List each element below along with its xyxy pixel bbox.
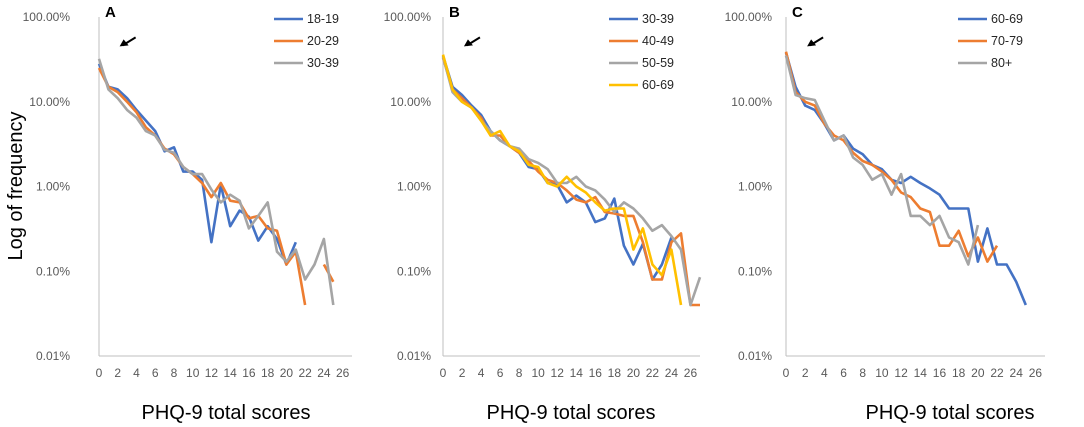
series-line-70-79 — [784, 51, 999, 263]
x-tick-label: 22 — [646, 366, 660, 380]
legend-label: 30-39 — [642, 12, 674, 26]
y-tick-label: 0.10% — [36, 264, 70, 278]
y-tick-label: 1.00% — [36, 180, 70, 194]
x-tick-label: 6 — [840, 366, 847, 380]
x-tick-label: 26 — [336, 366, 350, 380]
x-tick-label: 4 — [478, 366, 485, 380]
x-tick-label: 18 — [261, 366, 275, 380]
x-tick-label: 20 — [971, 366, 985, 380]
x-tick-label: 24 — [317, 366, 331, 380]
x-tick-label: 26 — [1029, 366, 1043, 380]
panel-b: 0.01%0.10%1.00%10.00%100.00%0 2 4 6 8 10 12 14 1… — [384, 4, 702, 424]
y-tick-label: 1.00% — [738, 180, 772, 194]
x-tick-label: 2 — [802, 366, 809, 380]
panel-letter: B — [449, 4, 460, 21]
x-tick-label: 26 — [684, 366, 698, 380]
x-tick-label: 4 — [821, 366, 828, 380]
x-tick-label: 22 — [990, 366, 1004, 380]
x-tick-label: 2 — [459, 366, 466, 380]
x-tick-label: 8 — [171, 366, 178, 380]
y-tick-label: 100.00% — [725, 10, 773, 24]
x-tick-label: 24 — [1010, 366, 1024, 380]
y-tick-label: 0.01% — [36, 349, 70, 363]
series-line-30-39 — [441, 55, 673, 281]
y-tick-label: 100.00% — [23, 10, 71, 24]
series-line-18-19 — [97, 63, 297, 266]
x-tick-label: 4 — [133, 366, 140, 380]
y-tick-label: 0.10% — [397, 264, 431, 278]
x-tick-label: 10 — [532, 366, 546, 380]
y-tick-label: 0.01% — [397, 349, 431, 363]
x-tick-label: 14 — [224, 366, 238, 380]
legend-label: 40-49 — [642, 34, 674, 48]
y-tick-label: 0.01% — [738, 349, 772, 363]
arrow-head — [119, 39, 129, 47]
x-tick-label: 8 — [859, 366, 866, 380]
x-tick-label: 6 — [497, 366, 504, 380]
panel-letter: A — [105, 4, 116, 21]
panel-a: 0.01%0.10%1.00%10.00%100.00%0 2 4 6 8 10 12 14 1… — [23, 4, 352, 424]
x-tick-label: 22 — [298, 366, 312, 380]
y-tick-label: 10.00% — [731, 95, 772, 109]
legend-label: 30-39 — [307, 56, 339, 70]
y-axis-title: Log of frequency — [5, 112, 27, 261]
legend-label: 18-19 — [307, 12, 339, 26]
series-line-20-29 — [97, 67, 307, 306]
legend-label: 60-69 — [991, 12, 1023, 26]
y-tick-label: 10.00% — [29, 95, 70, 109]
x-tick-label: 2 — [114, 366, 121, 380]
x-axis-title: PHQ-9 total scores — [487, 402, 656, 424]
y-tick-label: 10.00% — [390, 95, 431, 109]
legend-label: 20-29 — [307, 34, 339, 48]
x-tick-label: 12 — [894, 366, 908, 380]
legend-label: 70-79 — [991, 34, 1023, 48]
x-tick-label: 14 — [914, 366, 928, 380]
x-tick-label: 16 — [589, 366, 603, 380]
legend-label: 50-59 — [642, 56, 674, 70]
x-axis-title: PHQ-9 total scores — [142, 402, 311, 424]
panel-c: 0.01%0.10%1.00%10.00%100.00%0 2 4 6 8 10 12 14 1… — [725, 4, 1045, 424]
x-tick-label: 0 — [440, 366, 447, 380]
y-tick-label: 0.10% — [738, 264, 772, 278]
y-tick-label: 100.00% — [384, 10, 432, 24]
x-tick-label: 0 — [783, 366, 790, 380]
x-tick-label: 12 — [205, 366, 219, 380]
x-tick-label: 10 — [186, 366, 200, 380]
x-tick-label: 0 — [96, 366, 103, 380]
panel-letter: C — [792, 4, 803, 21]
arrow-head — [463, 39, 473, 47]
x-tick-label: 10 — [875, 366, 889, 380]
arrow-head — [807, 39, 817, 47]
x-tick-label: 16 — [933, 366, 947, 380]
series-line-30-39 — [97, 58, 335, 306]
x-tick-label: 8 — [516, 366, 523, 380]
x-tick-label: 12 — [551, 366, 565, 380]
y-tick-label: 1.00% — [397, 180, 431, 194]
series-line-60-69 — [784, 52, 1028, 306]
legend-label: 60-69 — [642, 78, 674, 92]
x-tick-label: 20 — [280, 366, 294, 380]
x-axis-title: PHQ-9 total scores — [866, 402, 1035, 424]
x-tick-label: 24 — [665, 366, 679, 380]
legend-label: 80+ — [991, 56, 1012, 70]
x-tick-label: 16 — [242, 366, 256, 380]
series-line-60-69 — [441, 54, 683, 306]
x-tick-label: 14 — [570, 366, 584, 380]
x-tick-label: 6 — [152, 366, 159, 380]
x-tick-label: 18 — [952, 366, 966, 380]
x-tick-label: 18 — [608, 366, 622, 380]
x-tick-label: 20 — [627, 366, 641, 380]
series-line-80+ — [784, 55, 980, 266]
